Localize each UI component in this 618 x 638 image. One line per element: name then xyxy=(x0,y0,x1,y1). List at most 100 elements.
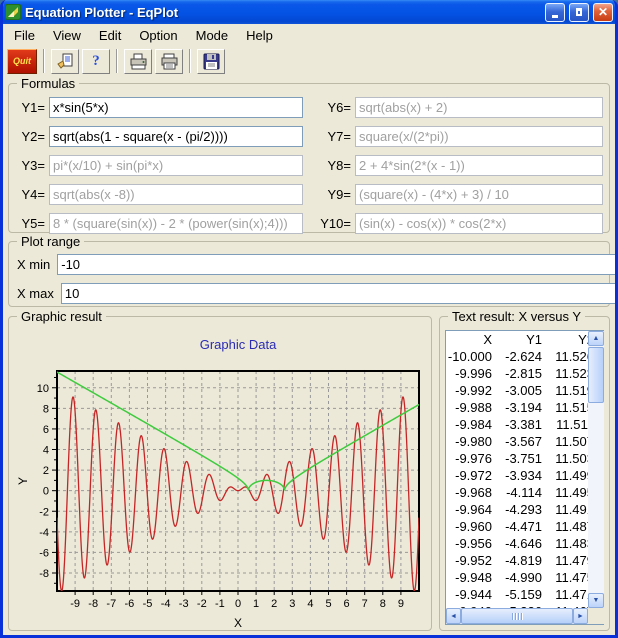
y3-input[interactable] xyxy=(49,155,303,176)
table-row[interactable]: -9.964-4.29311.491 xyxy=(446,501,588,518)
text-result-group: Text result: X versus Y X Y1 Y2 xyxy=(439,316,610,631)
horizontal-scrollbar[interactable]: ◄ ► xyxy=(446,608,588,624)
y-axis-label: Y xyxy=(16,477,30,485)
table-row[interactable]: -9.944-5.15911.471 xyxy=(446,586,588,603)
scrollbar-corner xyxy=(588,608,604,624)
minimize-button[interactable] xyxy=(545,3,565,22)
print-button[interactable] xyxy=(155,49,183,74)
y7-input[interactable] xyxy=(355,126,603,147)
y6-input[interactable] xyxy=(355,97,603,118)
app-window: Equation Plotter - EqPlot ✕ File View Ed… xyxy=(0,0,618,638)
menu-view[interactable]: View xyxy=(44,26,90,45)
menu-option[interactable]: Option xyxy=(130,26,186,45)
result-table-area[interactable]: X Y1 Y2 -10.000-2.62411.526-9.996-2.8151… xyxy=(446,331,588,608)
x-tick-label: -9 xyxy=(70,598,80,610)
quit-icon: Quit xyxy=(13,56,31,66)
y8-label: Y8= xyxy=(307,158,351,173)
maximize-icon xyxy=(576,8,582,16)
result-listbox: X Y1 Y2 -10.000-2.62411.526-9.996-2.8151… xyxy=(445,330,604,625)
x-tick-label: 4 xyxy=(307,598,313,610)
print-preview-button[interactable] xyxy=(124,49,152,74)
y-tick-label: -2 xyxy=(39,506,49,518)
vertical-scroll-thumb[interactable] xyxy=(588,347,604,403)
help-button[interactable]: ? xyxy=(82,49,110,74)
toolbar-separator xyxy=(189,49,191,73)
print-preview-icon xyxy=(129,52,148,71)
toolbar-separator xyxy=(116,49,118,73)
scroll-up-button[interactable]: ▲ xyxy=(588,331,604,346)
graphic-result-legend: Graphic result xyxy=(17,309,106,324)
copy-icon xyxy=(56,52,75,71)
toolbar: Quit ? xyxy=(3,46,615,76)
table-row[interactable]: -9.948-4.99011.475 xyxy=(446,569,588,586)
x-tick-label: -5 xyxy=(143,598,153,610)
save-button[interactable] xyxy=(197,49,225,74)
bottom-row: Graphic result Graphic Data-9-8-7-6-5-4-… xyxy=(8,316,610,631)
table-header-row: X Y1 Y2 xyxy=(446,331,588,348)
vertical-scrollbar[interactable]: ▲ ▼ xyxy=(588,331,604,608)
scroll-left-button[interactable]: ◄ xyxy=(446,608,461,624)
x-axis-label: X xyxy=(234,616,242,630)
y9-input[interactable] xyxy=(355,184,603,205)
menu-mode[interactable]: Mode xyxy=(187,26,238,45)
y1-label: Y1= xyxy=(11,100,45,115)
y10-input[interactable] xyxy=(355,213,603,234)
x-max-label: X max xyxy=(17,286,54,301)
table-body: -10.000-2.62411.526-9.996-2.81511.523-9.… xyxy=(446,348,588,608)
col-y1: Y1 xyxy=(496,331,546,348)
graphic-result-group: Graphic result Graphic Data-9-8-7-6-5-4-… xyxy=(8,316,432,631)
menu-help[interactable]: Help xyxy=(237,26,282,45)
table-row[interactable]: -9.972-3.93411.499 xyxy=(446,467,588,484)
table-row[interactable]: -9.976-3.75111.503 xyxy=(446,450,588,467)
quit-button[interactable]: Quit xyxy=(7,49,37,74)
y-tick-label: 10 xyxy=(37,383,49,395)
table-row[interactable]: -9.992-3.00511.519 xyxy=(446,382,588,399)
window-title: Equation Plotter - EqPlot xyxy=(25,5,541,20)
table-row[interactable]: -9.980-3.56711.507 xyxy=(446,433,588,450)
copy-button[interactable] xyxy=(51,49,79,74)
plot-range-group: Plot range X min Graphs ▲ ▼ Step X max xyxy=(8,241,610,307)
y4-label: Y4= xyxy=(11,187,45,202)
maximize-button[interactable] xyxy=(569,3,589,22)
horizontal-scroll-thumb[interactable] xyxy=(461,608,573,624)
minimize-icon xyxy=(552,15,558,18)
y8-input[interactable] xyxy=(355,155,603,176)
y5-input[interactable] xyxy=(49,213,303,234)
table-row[interactable]: -9.952-4.81911.479 xyxy=(446,552,588,569)
table-row[interactable]: -9.956-4.64611.483 xyxy=(446,535,588,552)
menu-edit[interactable]: Edit xyxy=(90,26,130,45)
scroll-right-button[interactable]: ► xyxy=(573,608,588,624)
plot-range-row2: X max Plot xyxy=(17,281,601,306)
x-tick-label: 1 xyxy=(253,598,259,610)
y-tick-label: -6 xyxy=(39,547,49,559)
table-row[interactable]: -9.996-2.81511.523 xyxy=(446,365,588,382)
y-tick-label: 6 xyxy=(43,424,49,436)
close-button[interactable]: ✕ xyxy=(593,3,613,22)
x-max-input[interactable] xyxy=(61,283,618,304)
scroll-right-icon: ► xyxy=(577,613,584,620)
y2-input[interactable] xyxy=(49,126,303,147)
y-tick-label: 0 xyxy=(43,486,49,498)
x-tick-label: -6 xyxy=(125,598,135,610)
title-bar: Equation Plotter - EqPlot ✕ xyxy=(0,0,618,24)
x-tick-label: -4 xyxy=(161,598,171,610)
x-tick-label: 5 xyxy=(325,598,331,610)
x-min-input[interactable] xyxy=(57,254,618,275)
y10-label: Y10= xyxy=(307,216,351,231)
plot-range-row1: X min Graphs ▲ ▼ Step xyxy=(17,254,601,275)
y4-input[interactable] xyxy=(49,184,303,205)
y-tick-label: -4 xyxy=(39,527,49,539)
text-result-legend: Text result: X versus Y xyxy=(448,309,585,324)
y-tick-label: 2 xyxy=(43,465,49,477)
scroll-down-button[interactable]: ▼ xyxy=(588,593,604,608)
x-tick-label: 8 xyxy=(380,598,386,610)
table-row[interactable]: -9.984-3.38111.511 xyxy=(446,416,588,433)
vertical-scroll-track[interactable] xyxy=(588,403,604,593)
y1-input[interactable] xyxy=(49,97,303,118)
table-row[interactable]: -9.988-3.19411.515 xyxy=(446,399,588,416)
table-row[interactable]: -9.960-4.47111.487 xyxy=(446,518,588,535)
plot-range-legend: Plot range xyxy=(17,234,84,249)
table-row[interactable]: -10.000-2.62411.526 xyxy=(446,348,588,365)
menu-file[interactable]: File xyxy=(5,26,44,45)
table-row[interactable]: -9.968-4.11411.495 xyxy=(446,484,588,501)
